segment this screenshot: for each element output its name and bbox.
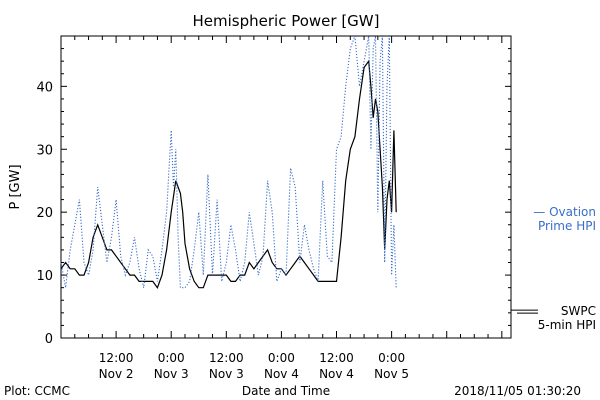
swpc-series-label: SWPC [561, 304, 596, 318]
swpc-series-line [60, 59, 397, 289]
y-tick-label: 30 [36, 143, 53, 158]
series-layer [60, 35, 397, 289]
y-tick-label: 20 [36, 206, 53, 221]
y-tick-label: 40 [36, 80, 53, 95]
x-axis-label: Date and Time [242, 384, 330, 398]
swpc-series-label: 5-min HPI [538, 318, 596, 332]
x-tick-time-label: 12:00 [209, 351, 244, 365]
y-axis-ticks: 0 10 20 30 40 [36, 48, 511, 347]
ovation-series-label: — Ovation [533, 205, 596, 219]
y-tick-label: 0 [45, 332, 53, 347]
x-tick-time-label: 0:00 [378, 351, 405, 365]
y-tick-label: 10 [36, 269, 53, 284]
ovation-series-label: Prime HPI [538, 219, 596, 233]
x-tick-date-label: Nov 3 [154, 367, 189, 381]
x-tick-time-label: 12:00 [99, 351, 134, 365]
y-axis-label: P [GW] [8, 164, 23, 209]
x-tick-time-label: 0:00 [268, 351, 295, 365]
x-tick-date-label: Nov 5 [374, 367, 409, 381]
ovation-prime-series-line [60, 35, 397, 289]
plot-timestamp: 2018/11/05 01:30:20 [454, 384, 581, 398]
plot-credit: Plot: CCMC [4, 384, 70, 398]
x-tick-time-label: 0:00 [158, 351, 185, 365]
plot-frame [60, 35, 512, 339]
x-tick-date-label: Nov 3 [209, 367, 244, 381]
x-tick-date-label: Nov 2 [99, 367, 134, 381]
x-tick-time-label: 12:00 [319, 351, 354, 365]
chart-title: Hemispheric Power [GW] [193, 12, 380, 30]
x-tick-date-label: Nov 4 [264, 367, 299, 381]
x-tick-date-label: Nov 4 [319, 367, 354, 381]
x-axis-ticks: 12:00 Nov 2 0:00 Nov 3 12:00 Nov 3 0:00 Nov 4 12… [60, 36, 503, 381]
